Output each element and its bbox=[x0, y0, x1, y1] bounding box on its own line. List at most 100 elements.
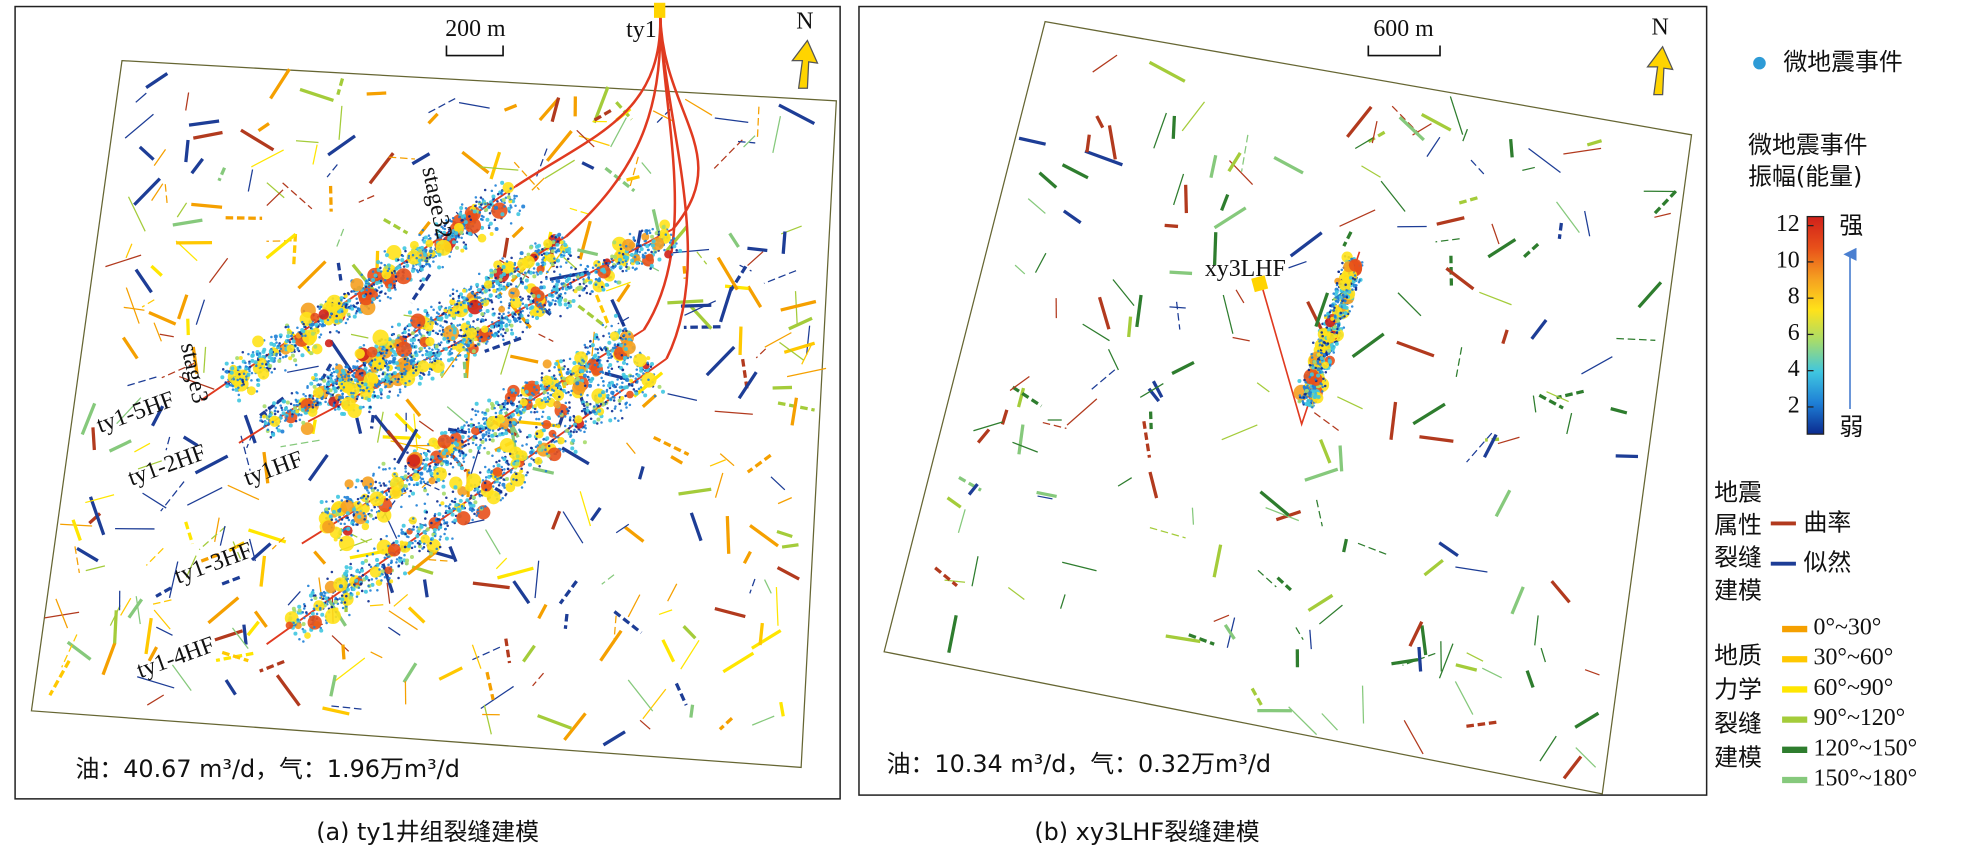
microseismic-event bbox=[537, 440, 542, 445]
microseismic-event bbox=[540, 280, 543, 284]
microseismic-event bbox=[483, 280, 493, 289]
microseismic-event bbox=[486, 490, 501, 505]
microseismic-event bbox=[350, 534, 353, 537]
microseismic-event bbox=[428, 256, 432, 259]
microseismic-event bbox=[484, 488, 488, 491]
microseismic-event bbox=[424, 457, 429, 462]
microseismic-event bbox=[294, 419, 298, 423]
microseismic-event bbox=[464, 247, 468, 250]
microseismic-event bbox=[645, 253, 654, 262]
microseismic-event bbox=[622, 334, 626, 337]
microseismic-event bbox=[354, 292, 357, 296]
microseismic-event bbox=[350, 290, 353, 293]
microseismic-event bbox=[393, 472, 396, 476]
fracture bbox=[738, 326, 743, 356]
microseismic-event bbox=[350, 278, 364, 292]
fracture bbox=[266, 182, 285, 199]
microseismic-event bbox=[366, 346, 378, 358]
microseismic-event bbox=[479, 309, 483, 312]
microseismic-event bbox=[221, 368, 225, 371]
fracture bbox=[425, 97, 456, 115]
microseismic-event bbox=[498, 293, 502, 296]
microseismic-event bbox=[384, 467, 387, 471]
microseismic-event bbox=[477, 343, 480, 346]
fracture bbox=[422, 579, 429, 598]
microseismic-event bbox=[460, 504, 464, 508]
microseismic-event bbox=[648, 229, 651, 232]
microseismic-event bbox=[504, 331, 507, 335]
microseismic-event bbox=[613, 344, 617, 347]
fracture bbox=[269, 68, 291, 100]
microseismic-event bbox=[255, 364, 258, 368]
microseismic-event bbox=[425, 356, 429, 360]
microseismic-event bbox=[338, 535, 355, 552]
microseismic-event bbox=[344, 321, 348, 325]
microseismic-event bbox=[583, 424, 587, 427]
microseismic-event bbox=[402, 265, 406, 268]
fracture bbox=[355, 417, 363, 435]
microseismic-event bbox=[459, 205, 464, 210]
microseismic-event bbox=[319, 606, 322, 610]
microseismic-event bbox=[348, 565, 353, 571]
microseismic-event bbox=[350, 378, 353, 381]
microseismic-event bbox=[512, 317, 517, 322]
microseismic-event bbox=[595, 403, 599, 407]
microseismic-event bbox=[343, 601, 347, 604]
microseismic-event bbox=[561, 376, 566, 381]
microseismic-event bbox=[675, 242, 678, 245]
fracture bbox=[200, 552, 220, 563]
microseismic-event bbox=[504, 399, 507, 403]
microseismic-event bbox=[678, 248, 683, 253]
microseismic-event bbox=[293, 406, 298, 411]
microseismic-event bbox=[309, 351, 314, 356]
microseismic-event bbox=[412, 525, 415, 528]
fracture bbox=[336, 78, 345, 96]
microseismic-event bbox=[304, 334, 307, 338]
microseismic-event bbox=[272, 342, 277, 347]
microseismic-event bbox=[375, 496, 379, 499]
microseismic-event bbox=[385, 349, 389, 352]
microseismic-event bbox=[602, 258, 606, 262]
microseismic-event bbox=[401, 331, 404, 335]
microseismic-event bbox=[501, 482, 506, 487]
fracture bbox=[509, 354, 539, 364]
microseismic-event bbox=[521, 204, 526, 209]
fracture bbox=[259, 659, 285, 673]
microseismic-event bbox=[592, 420, 597, 425]
microseismic-event bbox=[444, 527, 448, 531]
fracture bbox=[101, 642, 117, 676]
microseismic-event bbox=[245, 378, 248, 381]
microseismic-event bbox=[303, 604, 307, 608]
microseismic-event bbox=[557, 232, 562, 237]
microseismic-event bbox=[438, 525, 443, 530]
microseismic-event bbox=[639, 247, 644, 252]
microseismic-event bbox=[478, 296, 481, 299]
microseismic-event bbox=[232, 377, 236, 381]
microseismic-event bbox=[629, 252, 634, 257]
microseismic-event bbox=[519, 430, 522, 433]
fracture bbox=[563, 613, 569, 629]
microseismic-event bbox=[452, 507, 455, 510]
fracture bbox=[537, 603, 548, 620]
microseismic-event bbox=[428, 347, 431, 350]
microseismic-event bbox=[478, 200, 481, 204]
microseismic-event bbox=[508, 423, 513, 428]
microseismic-event bbox=[475, 200, 478, 203]
microseismic-event bbox=[507, 396, 511, 400]
fracture bbox=[153, 609, 171, 630]
model-boundary bbox=[30, 59, 838, 769]
fracture bbox=[331, 635, 350, 652]
microseismic-event bbox=[325, 500, 328, 503]
scale-label: 200 m bbox=[445, 16, 506, 42]
microseismic-event bbox=[342, 411, 347, 417]
fracture bbox=[563, 256, 578, 270]
fracture bbox=[1213, 614, 1230, 623]
microseismic-event bbox=[613, 407, 617, 410]
fracture bbox=[667, 583, 678, 602]
microseismic-event bbox=[421, 353, 424, 357]
microseismic-event bbox=[464, 206, 468, 210]
microseismic-event bbox=[544, 469, 548, 473]
microseismic-event bbox=[649, 267, 652, 270]
fracture bbox=[338, 105, 343, 140]
microseismic-event bbox=[544, 400, 548, 404]
